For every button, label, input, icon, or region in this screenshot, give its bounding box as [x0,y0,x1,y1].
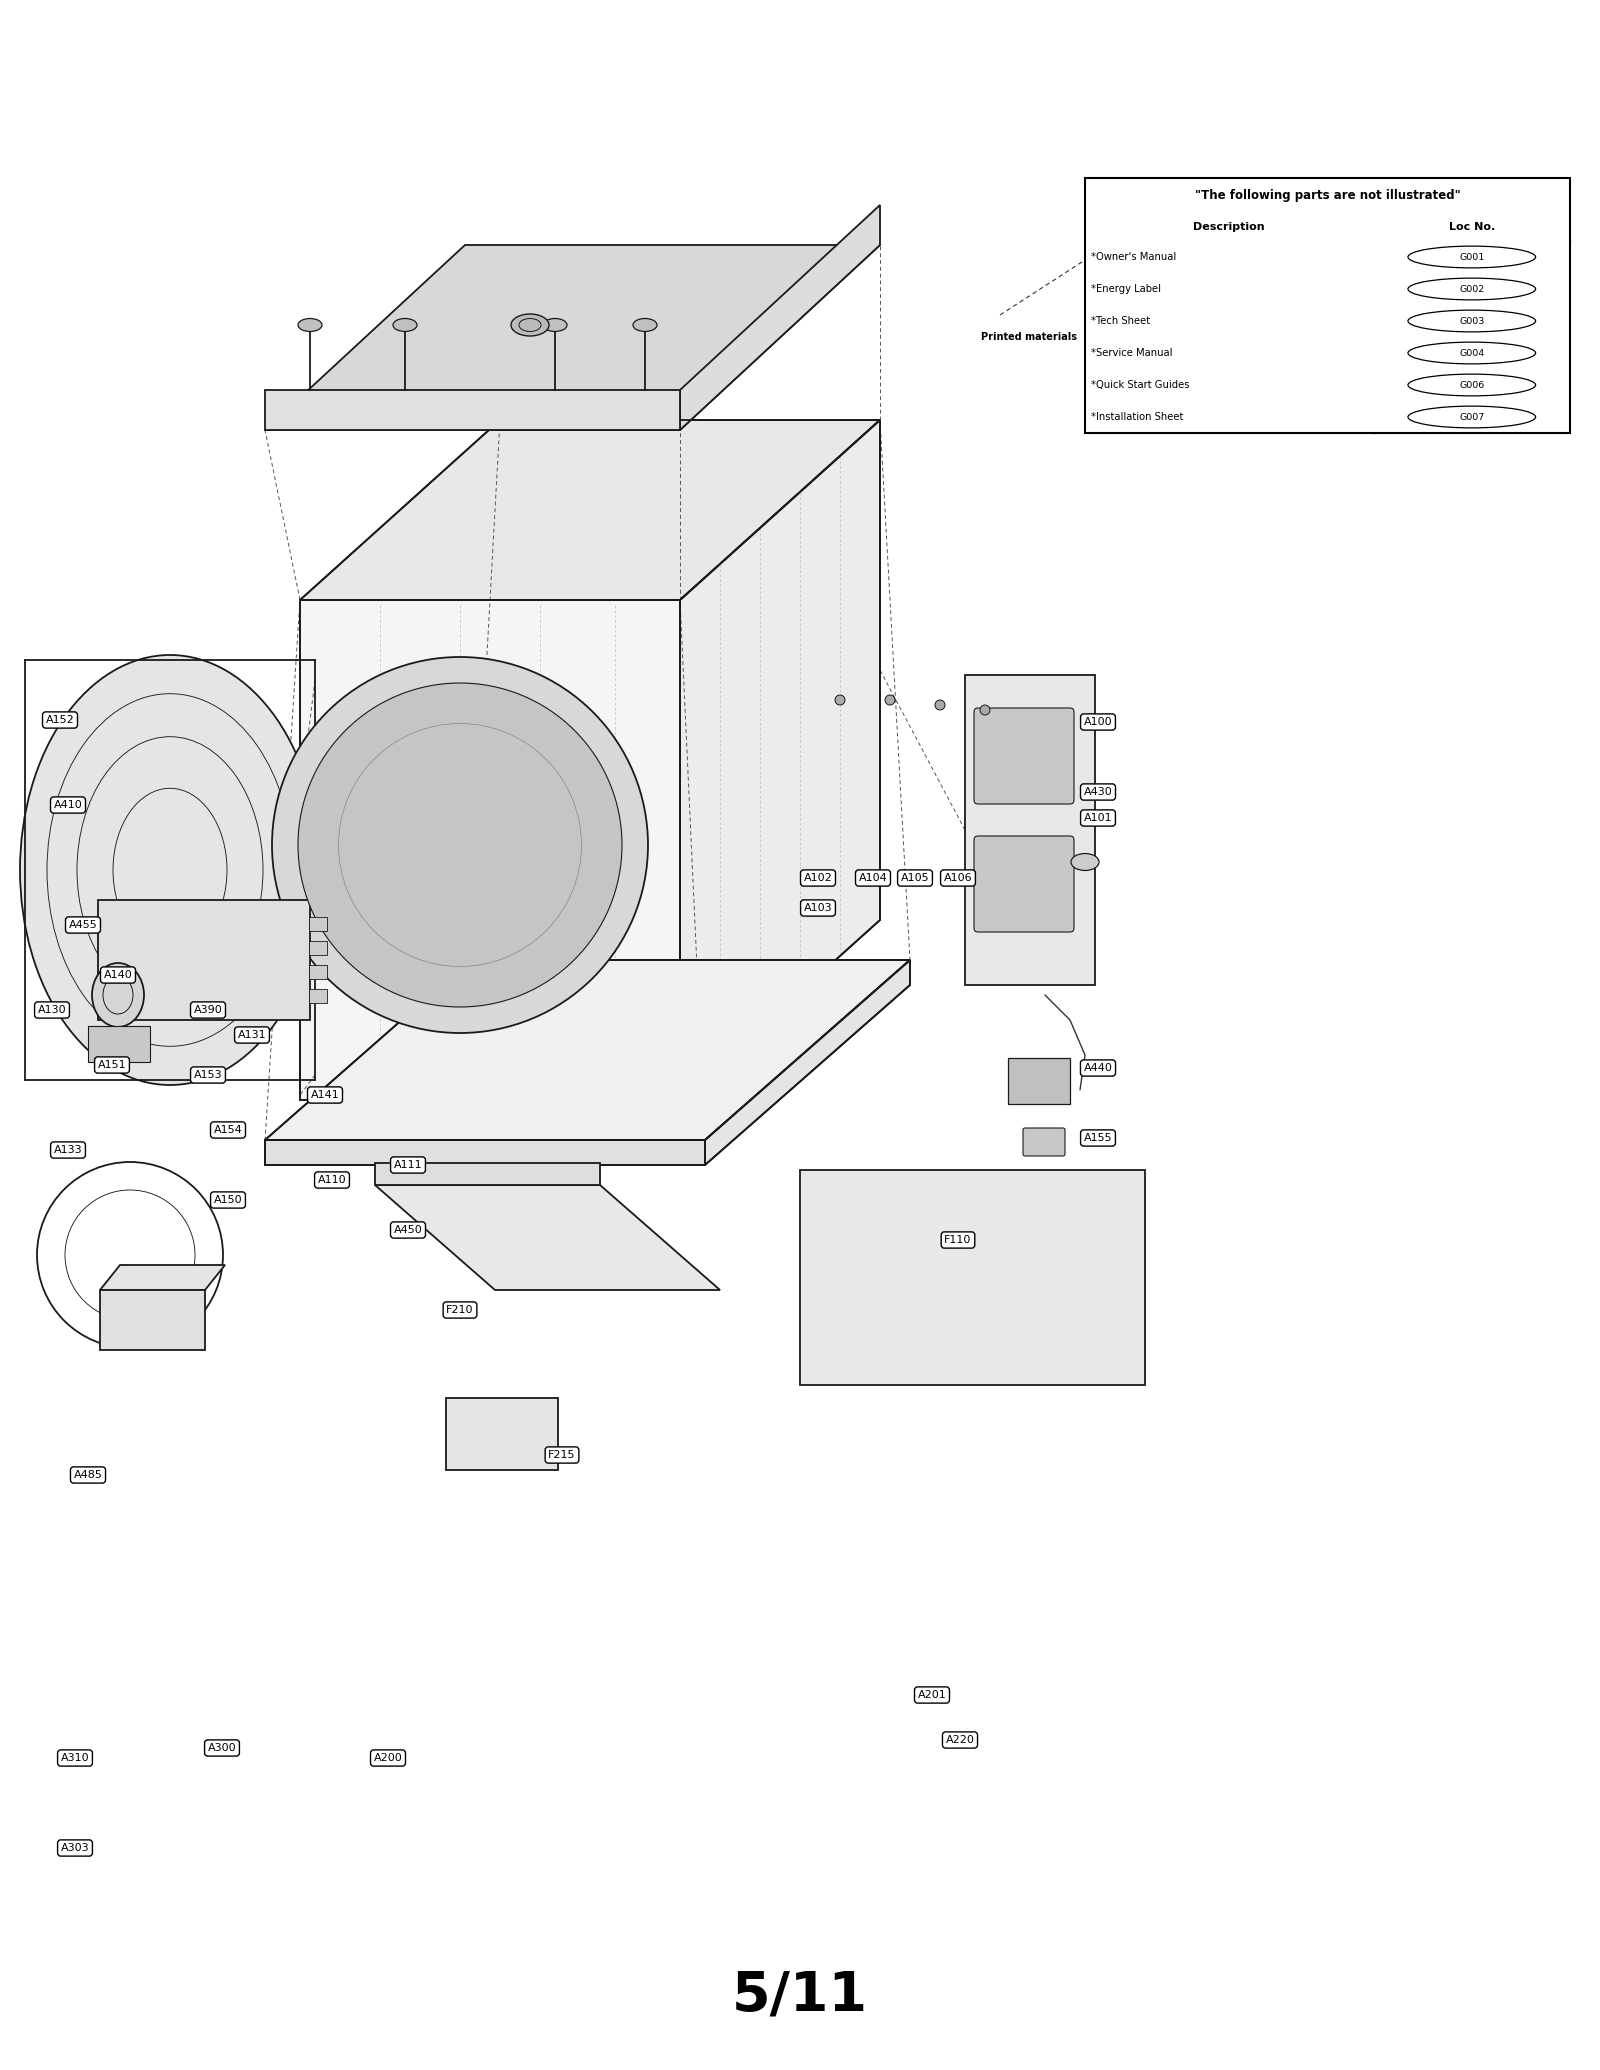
Polygon shape [266,960,910,1141]
Text: G007: G007 [1459,412,1485,422]
FancyBboxPatch shape [1022,1128,1066,1155]
FancyBboxPatch shape [1008,1058,1070,1103]
Text: Printed materials: Printed materials [981,331,1077,342]
Text: A150: A150 [214,1194,242,1205]
Polygon shape [374,1163,600,1184]
Text: A133: A133 [54,1145,82,1155]
Text: A103: A103 [803,903,832,913]
Text: A220: A220 [946,1735,974,1745]
Text: A111: A111 [394,1159,422,1170]
Text: A485: A485 [74,1470,102,1480]
Circle shape [272,656,648,1033]
Text: G006: G006 [1459,381,1485,389]
Text: A106: A106 [944,874,973,884]
Polygon shape [680,205,880,431]
Polygon shape [301,420,880,600]
Text: G001: G001 [1459,253,1485,261]
Text: A105: A105 [901,874,930,884]
FancyBboxPatch shape [309,965,326,979]
Text: A310: A310 [61,1753,90,1764]
Text: A450: A450 [394,1225,422,1236]
Text: A110: A110 [318,1176,346,1184]
Text: A300: A300 [208,1743,237,1753]
Ellipse shape [394,319,418,331]
Polygon shape [99,1290,205,1350]
Polygon shape [680,420,880,1099]
Text: A410: A410 [54,799,82,809]
Text: A131: A131 [238,1031,266,1039]
Text: A140: A140 [104,971,133,979]
Text: Loc No.: Loc No. [1448,221,1494,232]
Text: A130: A130 [38,1006,66,1014]
Text: A440: A440 [1083,1064,1112,1072]
Circle shape [835,696,845,706]
Text: A201: A201 [918,1689,946,1699]
FancyBboxPatch shape [446,1397,558,1470]
Polygon shape [266,244,880,431]
Text: Description: Description [1194,221,1266,232]
Text: G003: G003 [1459,317,1485,325]
Text: A102: A102 [803,874,832,884]
Polygon shape [266,389,680,431]
Text: A152: A152 [46,714,74,724]
Text: A153: A153 [194,1070,222,1081]
Text: A151: A151 [98,1060,126,1070]
Text: A101: A101 [1083,814,1112,824]
Text: A155: A155 [1083,1132,1112,1143]
Polygon shape [800,1170,1146,1385]
Polygon shape [706,960,910,1165]
Ellipse shape [298,319,322,331]
Text: A141: A141 [310,1091,339,1099]
Ellipse shape [634,319,658,331]
FancyBboxPatch shape [974,836,1074,932]
Text: A200: A200 [374,1753,402,1764]
Text: F110: F110 [944,1236,971,1244]
Text: A303: A303 [61,1842,90,1853]
Circle shape [934,700,946,710]
Text: A455: A455 [69,919,98,929]
Ellipse shape [93,963,144,1027]
Ellipse shape [510,315,549,335]
Text: F210: F210 [446,1304,474,1314]
Circle shape [298,683,622,1006]
Polygon shape [965,675,1094,985]
Text: F215: F215 [549,1449,576,1459]
Text: A430: A430 [1083,787,1112,797]
Polygon shape [266,1141,706,1165]
Text: "The following parts are not illustrated": "The following parts are not illustrated… [1195,190,1461,203]
Text: *Quick Start Guides: *Quick Start Guides [1091,381,1189,389]
Text: G004: G004 [1459,348,1485,358]
Polygon shape [1085,178,1570,433]
Text: A100: A100 [1083,716,1112,727]
Text: A390: A390 [194,1006,222,1014]
Text: G002: G002 [1459,284,1485,294]
FancyBboxPatch shape [309,917,326,932]
FancyBboxPatch shape [974,708,1074,803]
Polygon shape [98,900,310,1021]
Text: *Installation Sheet: *Installation Sheet [1091,412,1184,422]
Ellipse shape [19,654,320,1085]
FancyBboxPatch shape [309,989,326,1004]
FancyBboxPatch shape [309,942,326,954]
Polygon shape [301,600,680,1099]
Ellipse shape [1070,853,1099,871]
Polygon shape [99,1265,226,1290]
Ellipse shape [542,319,566,331]
Text: A104: A104 [859,874,888,884]
Circle shape [885,696,894,706]
Text: A154: A154 [214,1124,242,1134]
Polygon shape [374,1184,720,1290]
Text: 5/11: 5/11 [731,1969,869,2022]
Circle shape [979,706,990,714]
Text: *Owner's Manual: *Owner's Manual [1091,253,1176,263]
Text: *Energy Label: *Energy Label [1091,284,1162,294]
Text: *Service Manual: *Service Manual [1091,348,1173,358]
Text: *Tech Sheet: *Tech Sheet [1091,317,1150,325]
FancyBboxPatch shape [88,1027,150,1062]
